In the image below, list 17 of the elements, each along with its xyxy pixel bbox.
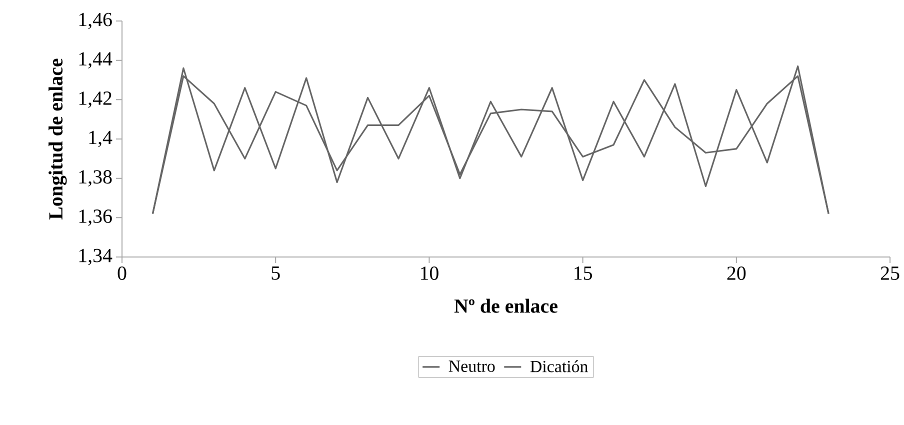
- y-axis-title: Longitud de enlace: [48, 58, 67, 220]
- legend-label: Dicatión: [530, 360, 588, 372]
- y-tick-label: 1,44: [79, 52, 112, 68]
- y-tick-label: 1,38: [79, 170, 112, 186]
- x-tick-label: 20: [727, 266, 746, 280]
- x-tick-label: 0: [118, 266, 126, 280]
- x-tick-label: 5: [272, 266, 280, 280]
- y-tick-label: 1,4: [89, 130, 112, 148]
- x-tick-label: 10: [420, 266, 438, 280]
- y-tick-label: 1,46: [79, 12, 112, 30]
- y-tick-label: 1,34: [79, 248, 112, 266]
- x-axis-title: Nº de enlace: [454, 298, 558, 313]
- legend-label: Neutro: [448, 360, 495, 372]
- x-tick-label: 15: [574, 266, 592, 280]
- y-tick-label: 1,36: [79, 210, 112, 226]
- x-tick-label: 25: [880, 266, 900, 280]
- y-tick-label: 1,42: [79, 92, 112, 108]
